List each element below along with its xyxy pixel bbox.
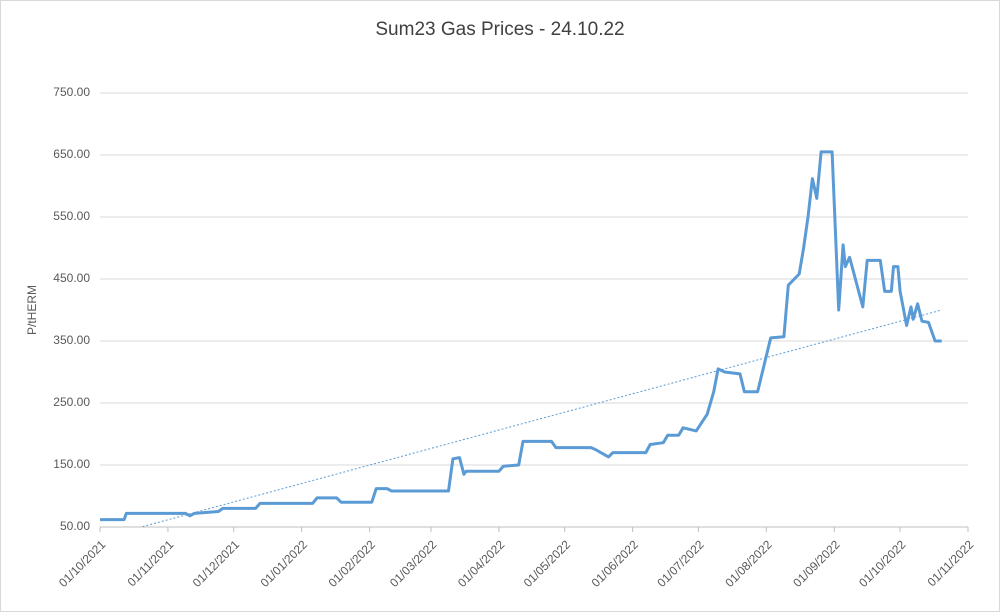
y-tick-label: 50.00 [60,519,90,533]
price-line [100,150,942,522]
chart-title: Sum23 Gas Prices - 24.10.22 [375,19,624,40]
y-axis-label: P/tHERM [25,285,39,335]
trendline [139,309,942,527]
y-tick-label: 650.00 [53,147,90,161]
y-tick-label: 550.00 [53,209,90,223]
y-tick-label: 350.00 [53,333,90,347]
y-tick-label: 450.00 [53,271,90,285]
y-tick-label: 750.00 [53,85,90,99]
y-tick-label: 250.00 [53,395,90,409]
y-tick-label: 150.00 [53,457,90,471]
